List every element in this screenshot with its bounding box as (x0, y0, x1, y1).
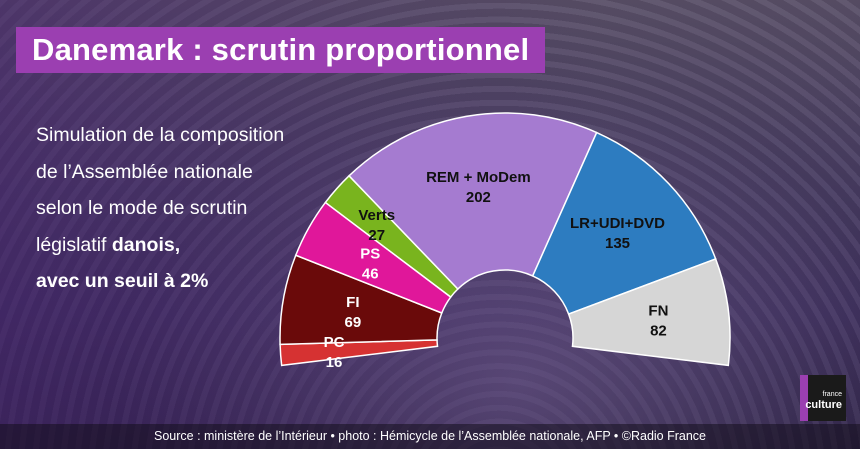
subtitle-line-4-bold: danois, (111, 233, 181, 256)
slice-label-lr-udi-dvd: LR+UDI+DVD (570, 215, 665, 232)
slice-rem-modem (347, 112, 598, 291)
subtitle-line-5-bold: avec un seuil à 2% (36, 270, 209, 292)
subtitle-line-4: législatif danois, (36, 227, 336, 264)
source-footer: Source : ministère de l’Intérieur • phot… (0, 424, 860, 449)
slice-value-ps: 46 (362, 265, 379, 282)
subtitle-line-4-prefix: législatif (36, 233, 112, 256)
page-title: Danemark : scrutin proportionnel (16, 27, 546, 73)
slice-label-fi: FI (346, 294, 359, 311)
slice-value-pc: 16 (326, 354, 343, 371)
logo-stripe (800, 375, 808, 421)
slice-label-rem-modem: REM + MoDem (426, 169, 531, 186)
slice-lr-udi-dvd (531, 131, 717, 316)
slice-label-pc: PC (324, 334, 345, 351)
logo-small-text: france (822, 391, 842, 398)
slice-label-fn: FN (648, 303, 668, 320)
slice-value-lr-udi-dvd: 135 (605, 235, 630, 252)
subtitle-line-3: selon le mode de scrutin (36, 197, 248, 219)
slice-label-verts: Verts (358, 207, 395, 224)
hemicycle-slices (279, 112, 731, 367)
slice-value-rem-modem: 202 (466, 189, 491, 206)
subtitle-line-5: avec un seuil à 2% (36, 263, 336, 300)
chart-subtitle: Simulation de la composition de l’Assemb… (36, 117, 336, 300)
slice-fn (567, 257, 731, 367)
logo-big-text: culture (805, 399, 842, 411)
hemicycle-labels: PC 16 FI 69 PS 46 Verts 27 REM + MoDem 202 LR+UDI+… (324, 169, 669, 371)
subtitle-line-1: Simulation de la composition (36, 124, 285, 146)
slice-value-fn: 82 (650, 323, 667, 340)
slice-value-verts: 27 (368, 227, 385, 244)
slice-value-fi: 69 (344, 314, 361, 331)
slice-label-ps: PS (360, 245, 380, 262)
subtitle-line-2: de l’Assemblée nationale (36, 160, 253, 183)
france-culture-logo: france culture (800, 375, 846, 421)
